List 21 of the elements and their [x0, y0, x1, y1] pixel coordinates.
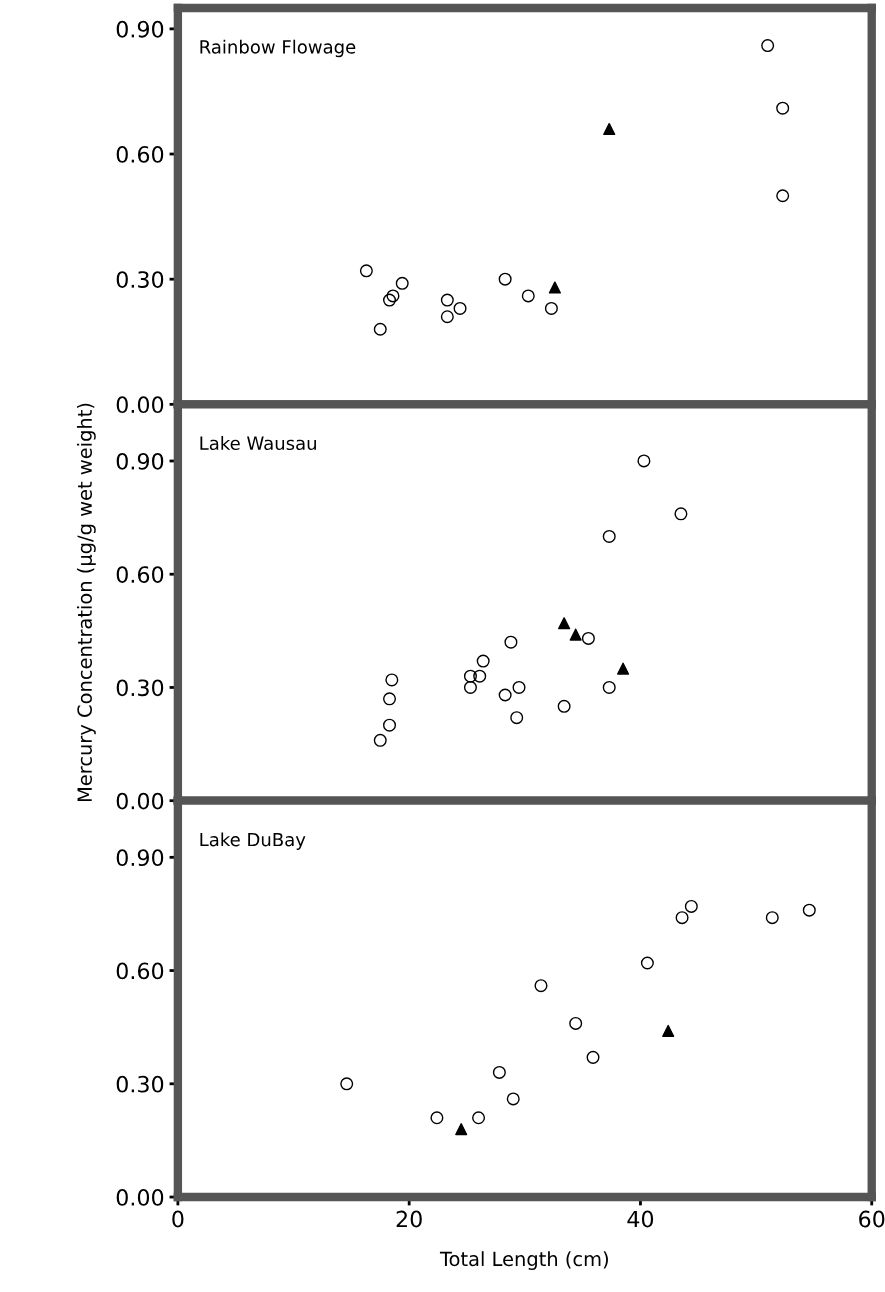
- y-tick-label: 0.30: [116, 679, 164, 697]
- x-tick-label: 40: [627, 1210, 654, 1228]
- text: Lake DuBay: [200, 832, 306, 850]
- y-tick-label: 0.60: [116, 566, 164, 583]
- y-tick-label: 0.30: [116, 271, 164, 288]
- y-tick-label: 0.00: [116, 792, 164, 810]
- y-tick-label: 0.60: [116, 962, 164, 980]
- y-tick-label: 0.30: [116, 1075, 164, 1093]
- y-tick-label: 0.90: [116, 452, 164, 470]
- x-axis-title: Total Length (cm): [439, 1251, 608, 1270]
- y-tick-label: 0.00: [116, 396, 164, 414]
- text: Rainbow Flowage: [200, 39, 356, 58]
- y-tick-label: 0.00: [116, 1188, 164, 1206]
- y-tick-label: 0.60: [116, 145, 164, 163]
- text: Lake Wausau: [200, 436, 316, 451]
- x-tick-label: 20: [396, 1210, 422, 1228]
- x-tick-label: 0: [172, 1210, 184, 1228]
- x-tick-label: 60: [859, 1210, 885, 1228]
- y-tick-label: 0.90: [116, 20, 164, 38]
- y-tick-label: 0.90: [116, 849, 164, 867]
- y-axis-title: Mercury Concentration (µg/g wet weight): [76, 403, 96, 802]
